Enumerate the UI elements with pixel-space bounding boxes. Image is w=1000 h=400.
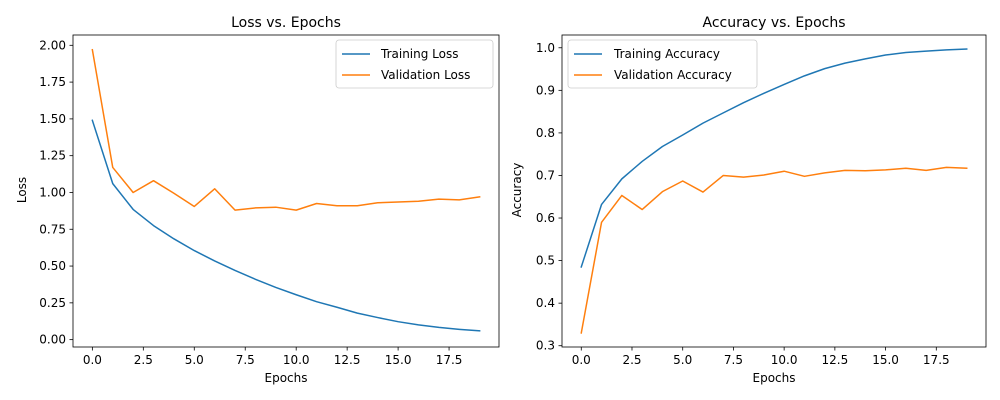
loss-legend-label-training: Training Loss bbox=[380, 47, 458, 61]
loss-xtick-label: 10.0 bbox=[283, 353, 310, 367]
loss-legend-box bbox=[335, 39, 494, 89]
accuracy-ytick-label: 0.5 bbox=[536, 254, 555, 268]
accuracy-ytick-label: 0.4 bbox=[536, 296, 555, 310]
loss-ytick-label: 0.50 bbox=[39, 259, 66, 273]
loss-ytick-label: 0.25 bbox=[39, 296, 66, 310]
accuracy-ytick-label: 0.9 bbox=[536, 83, 555, 97]
loss-xtick-label: 17.5 bbox=[436, 353, 463, 367]
accuracy-chart: Accuracy vs. Epochs Epochs Accuracy 0.0 2… bbox=[510, 15, 987, 385]
loss-chart-xlabel: Epochs bbox=[265, 371, 308, 385]
accuracy-chart-xlabel: Epochs bbox=[753, 371, 796, 385]
accuracy-xtick-label: 5.0 bbox=[673, 353, 692, 367]
accuracy-xtick-label: 15.0 bbox=[872, 353, 899, 367]
accuracy-ytick-label: 0.3 bbox=[536, 339, 555, 353]
loss-ytick-label: 1.75 bbox=[39, 75, 66, 89]
loss-xtick-label: 15.0 bbox=[385, 353, 412, 367]
accuracy-ytick-label: 0.8 bbox=[536, 126, 555, 140]
loss-ytick-label: 1.50 bbox=[39, 112, 66, 126]
training-loss-line bbox=[91, 119, 481, 332]
loss-chart-series bbox=[91, 48, 481, 332]
loss-chart-title: Loss vs. Epochs bbox=[231, 15, 341, 31]
loss-ytick-label: 2.00 bbox=[39, 38, 66, 52]
accuracy-legend-box bbox=[567, 39, 758, 89]
accuracy-xtick-label: 10.0 bbox=[771, 353, 798, 367]
loss-ytick-label: 1.00 bbox=[39, 185, 66, 199]
accuracy-chart-ticks: 0.0 2.5 5.0 7.5 10.0 12.5 15.0 17.5 0.3 0.4 0.5 0.6… bbox=[536, 41, 950, 367]
accuracy-ytick-label: 0.7 bbox=[536, 168, 555, 182]
accuracy-xtick-label: 7.5 bbox=[724, 353, 743, 367]
loss-chart-ylabel: Loss bbox=[15, 177, 29, 203]
loss-chart: Loss vs. Epochs Epochs Loss 0.0 2.5 5.0 7.5… bbox=[15, 15, 500, 385]
loss-xtick-label: 12.5 bbox=[334, 353, 361, 367]
accuracy-legend-label-validation: Validation Accuracy bbox=[614, 68, 732, 82]
loss-legend-label-validation: Validation Loss bbox=[381, 68, 470, 82]
loss-chart-ticks: 0.0 2.5 5.0 7.5 10.0 12.5 15.0 17.5 0.00 0.25 0.50… bbox=[39, 38, 462, 367]
loss-ytick-label: 1.25 bbox=[39, 149, 66, 163]
accuracy-chart-ylabel: Accuracy bbox=[510, 163, 524, 218]
validation-accuracy-line bbox=[580, 166, 968, 334]
training-accuracy-line bbox=[580, 48, 968, 268]
loss-xtick-label: 0.0 bbox=[83, 353, 102, 367]
loss-ytick-label: 0.00 bbox=[39, 333, 66, 347]
accuracy-legend-label-training: Training Accuracy bbox=[613, 47, 720, 61]
accuracy-xtick-label: 12.5 bbox=[822, 353, 849, 367]
accuracy-chart-legend: Training Accuracy Validation Accuracy bbox=[567, 39, 758, 89]
loss-ytick-label: 0.75 bbox=[39, 222, 66, 236]
accuracy-chart-title: Accuracy vs. Epochs bbox=[702, 15, 845, 31]
loss-xtick-label: 2.5 bbox=[134, 353, 153, 367]
loss-xtick-label: 7.5 bbox=[236, 353, 255, 367]
accuracy-xtick-label: 0.0 bbox=[572, 353, 591, 367]
accuracy-chart-axes-frame bbox=[561, 34, 987, 348]
loss-xtick-label: 5.0 bbox=[185, 353, 204, 367]
accuracy-xtick-label: 17.5 bbox=[923, 353, 950, 367]
validation-loss-line bbox=[91, 48, 481, 211]
accuracy-xtick-label: 2.5 bbox=[622, 353, 641, 367]
accuracy-chart-series bbox=[580, 48, 968, 334]
loss-chart-legend: Training Loss Validation Loss bbox=[335, 39, 494, 89]
accuracy-ytick-label: 0.6 bbox=[536, 211, 555, 225]
accuracy-ytick-label: 1.0 bbox=[536, 41, 555, 55]
loss-chart-axes-frame bbox=[72, 34, 500, 348]
